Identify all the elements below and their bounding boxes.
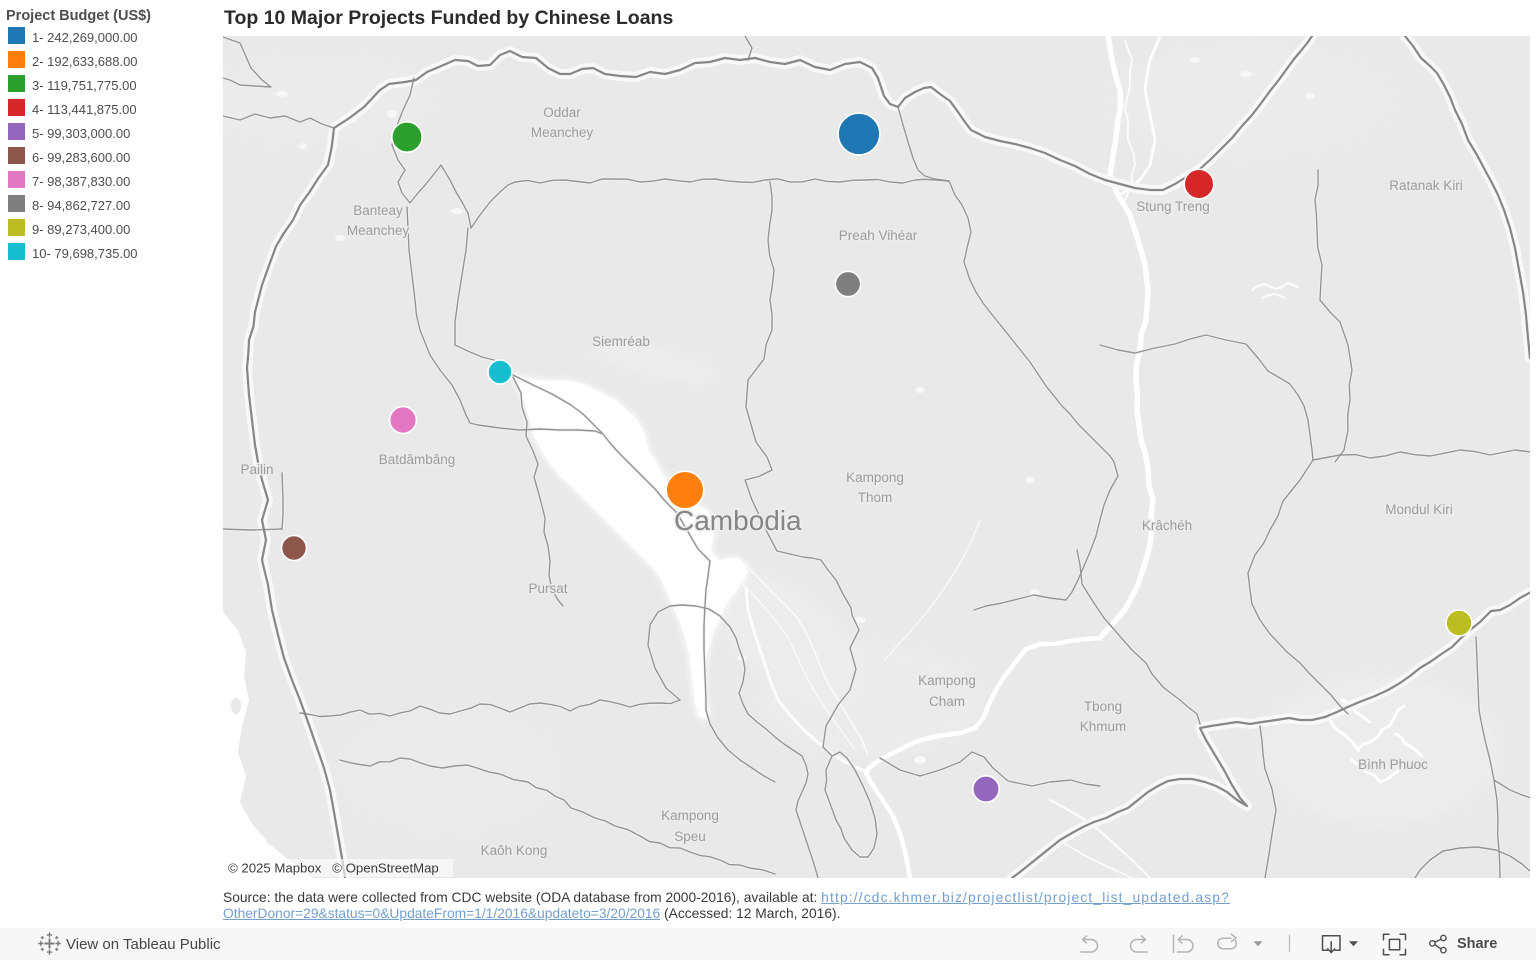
svg-text:Ratanak Kiri: Ratanak Kiri <box>1389 178 1463 193</box>
svg-text:Thom: Thom <box>858 490 893 505</box>
svg-text:Cambodia: Cambodia <box>674 505 802 536</box>
svg-text:Meanchey: Meanchey <box>347 223 410 238</box>
svg-text:Meanchey: Meanchey <box>531 125 594 140</box>
svg-text:Tbong: Tbong <box>1084 699 1122 714</box>
svg-text:Preah Vihéar: Preah Vihéar <box>839 228 918 243</box>
svg-text:Bình Phuoc: Bình Phuoc <box>1358 757 1428 772</box>
svg-text:© 2025 Mapbox © OpenStreetMa: © 2025 Mapbox © OpenStreetMap <box>228 861 439 876</box>
svg-text:Kampong: Kampong <box>661 808 719 823</box>
svg-text:Banteay: Banteay <box>353 203 403 218</box>
svg-text:Krâchéh: Krâchéh <box>1142 518 1192 533</box>
svg-text:Kaôh Kong: Kaôh Kong <box>481 843 548 858</box>
svg-text:Kampong: Kampong <box>846 470 904 485</box>
svg-text:Pailin: Pailin <box>240 462 273 477</box>
svg-text:Batdâmbâng: Batdâmbâng <box>379 452 456 467</box>
svg-text:Kampong: Kampong <box>918 673 976 688</box>
svg-text:Stung Treng: Stung Treng <box>1136 199 1210 214</box>
svg-text:Speu: Speu <box>674 829 706 844</box>
svg-text:Siemréab: Siemréab <box>592 334 650 349</box>
svg-text:Oddar: Oddar <box>543 105 581 120</box>
svg-text:Pursat: Pursat <box>528 581 567 596</box>
svg-text:Mondul Kiri: Mondul Kiri <box>1385 502 1453 517</box>
svg-text:Cham: Cham <box>929 694 965 709</box>
svg-text:Khmum: Khmum <box>1080 719 1127 734</box>
